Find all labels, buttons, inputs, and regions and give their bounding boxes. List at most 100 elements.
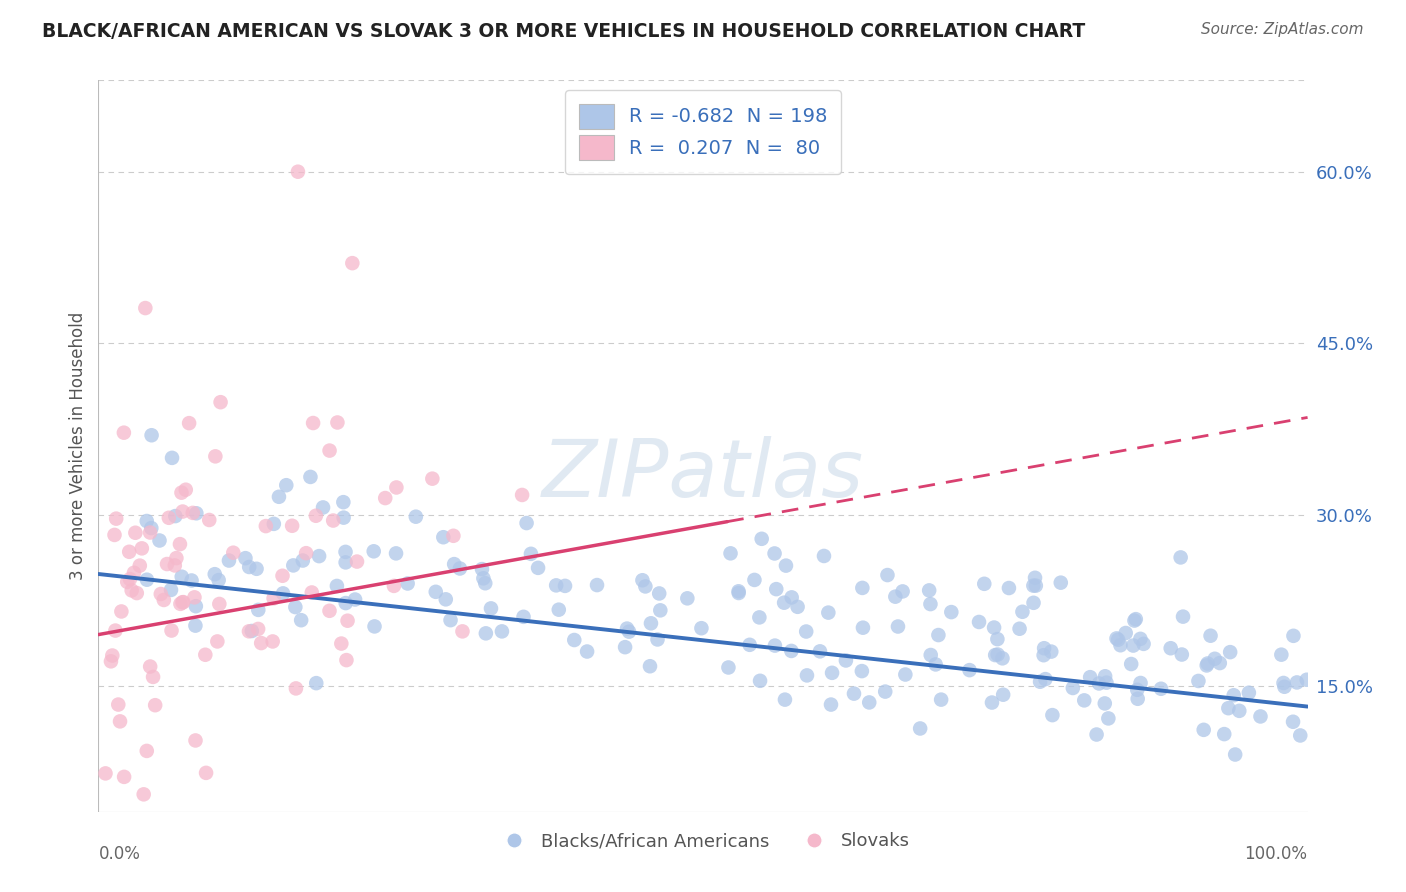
Point	[170, 485, 193, 500]
Point	[186, 506, 208, 520]
Point	[984, 648, 1007, 662]
Point	[562, 633, 585, 648]
Point	[335, 596, 357, 610]
Y-axis label: 3 or more Vehicles in Household: 3 or more Vehicles in Household	[69, 312, 87, 580]
Point	[987, 648, 1010, 662]
Point	[650, 603, 672, 617]
Point	[160, 582, 183, 597]
Point	[141, 428, 163, 442]
Point	[124, 525, 146, 540]
Point	[967, 615, 990, 629]
Point	[516, 516, 538, 530]
Point	[284, 681, 307, 696]
Point	[763, 546, 786, 560]
Point	[184, 733, 207, 747]
Point	[128, 558, 150, 573]
Point	[263, 516, 285, 531]
Point	[765, 582, 787, 596]
Point	[318, 604, 340, 618]
Point	[1025, 579, 1047, 593]
Point	[305, 508, 328, 523]
Point	[174, 483, 197, 497]
Point	[908, 722, 931, 736]
Point	[263, 591, 285, 606]
Point	[1270, 648, 1292, 662]
Point	[475, 626, 498, 640]
Point	[813, 549, 835, 563]
Point	[690, 621, 713, 635]
Point	[136, 573, 159, 587]
Point	[554, 579, 576, 593]
Point	[132, 788, 155, 802]
Point	[156, 557, 179, 571]
Point	[235, 551, 257, 566]
Point	[1129, 676, 1152, 690]
Point	[1033, 641, 1056, 656]
Point	[218, 553, 240, 567]
Point	[107, 698, 129, 712]
Point	[744, 573, 766, 587]
Point	[179, 416, 201, 430]
Point	[851, 581, 873, 595]
Point	[929, 692, 952, 706]
Point	[332, 510, 354, 524]
Point	[986, 632, 1008, 647]
Point	[887, 619, 910, 633]
Point	[405, 509, 427, 524]
Point	[163, 558, 186, 573]
Point	[852, 621, 875, 635]
Point	[1035, 672, 1057, 686]
Point	[183, 591, 205, 605]
Point	[471, 562, 494, 576]
Point	[117, 574, 139, 589]
Point	[326, 416, 349, 430]
Point	[773, 596, 796, 610]
Point	[780, 644, 803, 658]
Point	[634, 579, 657, 593]
Text: ZIPatlas: ZIPatlas	[541, 436, 865, 515]
Point	[245, 562, 267, 576]
Point	[876, 568, 898, 582]
Point	[1222, 688, 1244, 702]
Point	[1272, 676, 1295, 690]
Point	[451, 624, 474, 639]
Point	[100, 654, 122, 668]
Point	[335, 545, 357, 559]
Point	[170, 570, 193, 584]
Point	[1040, 645, 1063, 659]
Point	[851, 664, 873, 678]
Point	[195, 765, 218, 780]
Point	[238, 624, 260, 639]
Point	[165, 551, 187, 566]
Point	[786, 599, 808, 614]
Point	[204, 450, 226, 464]
Point	[157, 510, 180, 524]
Point	[135, 744, 157, 758]
Point	[291, 553, 314, 567]
Point	[1022, 579, 1045, 593]
Point	[209, 395, 232, 409]
Point	[208, 597, 231, 611]
Point	[479, 601, 502, 615]
Point	[1150, 681, 1173, 696]
Point	[247, 622, 270, 636]
Point	[808, 644, 831, 658]
Point	[794, 624, 817, 639]
Point	[1295, 673, 1317, 687]
Point	[101, 648, 124, 663]
Point	[1282, 714, 1305, 729]
Point	[287, 164, 309, 178]
Point	[247, 603, 270, 617]
Point	[749, 673, 772, 688]
Point	[1195, 658, 1218, 673]
Point	[172, 595, 194, 609]
Point	[250, 636, 273, 650]
Point	[385, 546, 408, 560]
Point	[443, 557, 465, 571]
Point	[924, 657, 946, 672]
Point	[991, 651, 1014, 665]
Point	[308, 549, 330, 563]
Point	[335, 653, 357, 667]
Point	[1289, 729, 1312, 743]
Point	[512, 610, 534, 624]
